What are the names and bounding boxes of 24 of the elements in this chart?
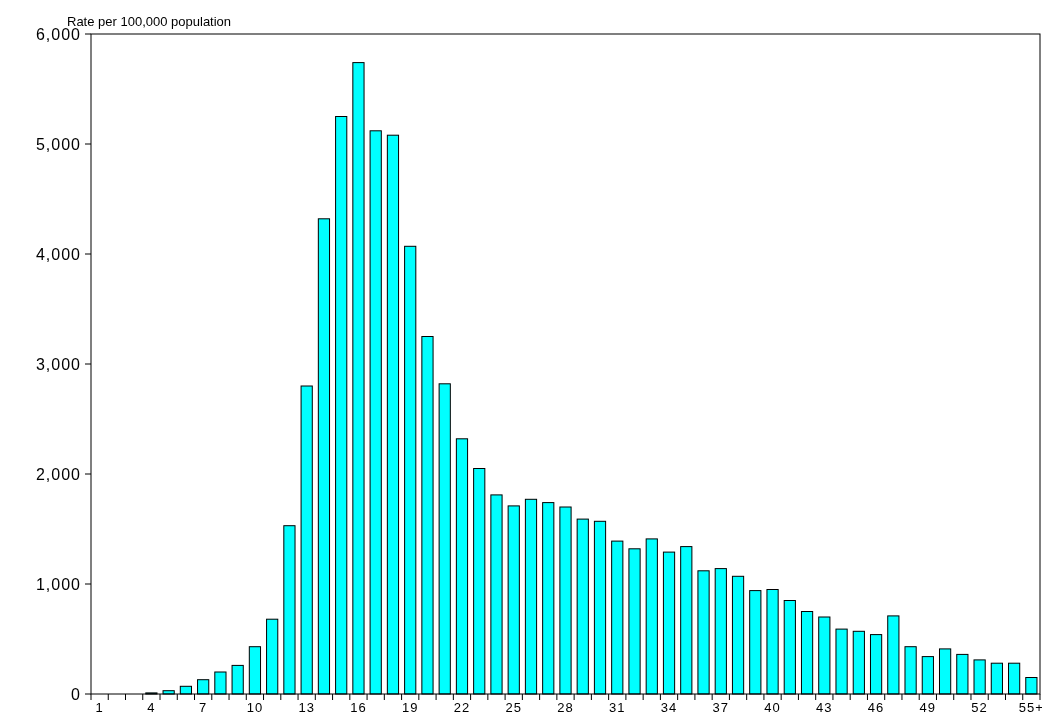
x-tick-label: 1 xyxy=(95,700,104,715)
x-tick-label: 13 xyxy=(298,700,315,715)
x-tick-label: 4 xyxy=(147,700,156,715)
y-tick-label: 2,000 xyxy=(35,465,81,483)
x-tick-label: 37 xyxy=(712,700,730,715)
x-tick-label: 49 xyxy=(919,700,937,715)
x-tick-label: 7 xyxy=(199,700,208,715)
x-tick-label: 46 xyxy=(867,700,885,715)
x-tick-label: 34 xyxy=(660,700,678,715)
x-tick-label: 52 xyxy=(971,700,988,715)
x-tick-label: 31 xyxy=(609,700,626,715)
x-tick-label: 25 xyxy=(505,700,522,715)
x-tick-label: 43 xyxy=(816,700,833,715)
x-tick-label: 16 xyxy=(350,700,367,715)
x-tick-label: 40 xyxy=(764,700,781,715)
y-tick-label: 5,000 xyxy=(35,135,81,153)
y-tick-label: 0 xyxy=(71,685,81,703)
x-tick-label: 28 xyxy=(557,700,574,715)
y-tick-label: 1,000 xyxy=(35,575,81,593)
y-tick-label: 3,000 xyxy=(35,355,81,373)
x-tick-label: 19 xyxy=(401,700,419,715)
x-tick-label: 10 xyxy=(246,700,264,715)
y-tick-label: 4,000 xyxy=(35,245,81,263)
x-tick-label: 22 xyxy=(453,700,471,715)
